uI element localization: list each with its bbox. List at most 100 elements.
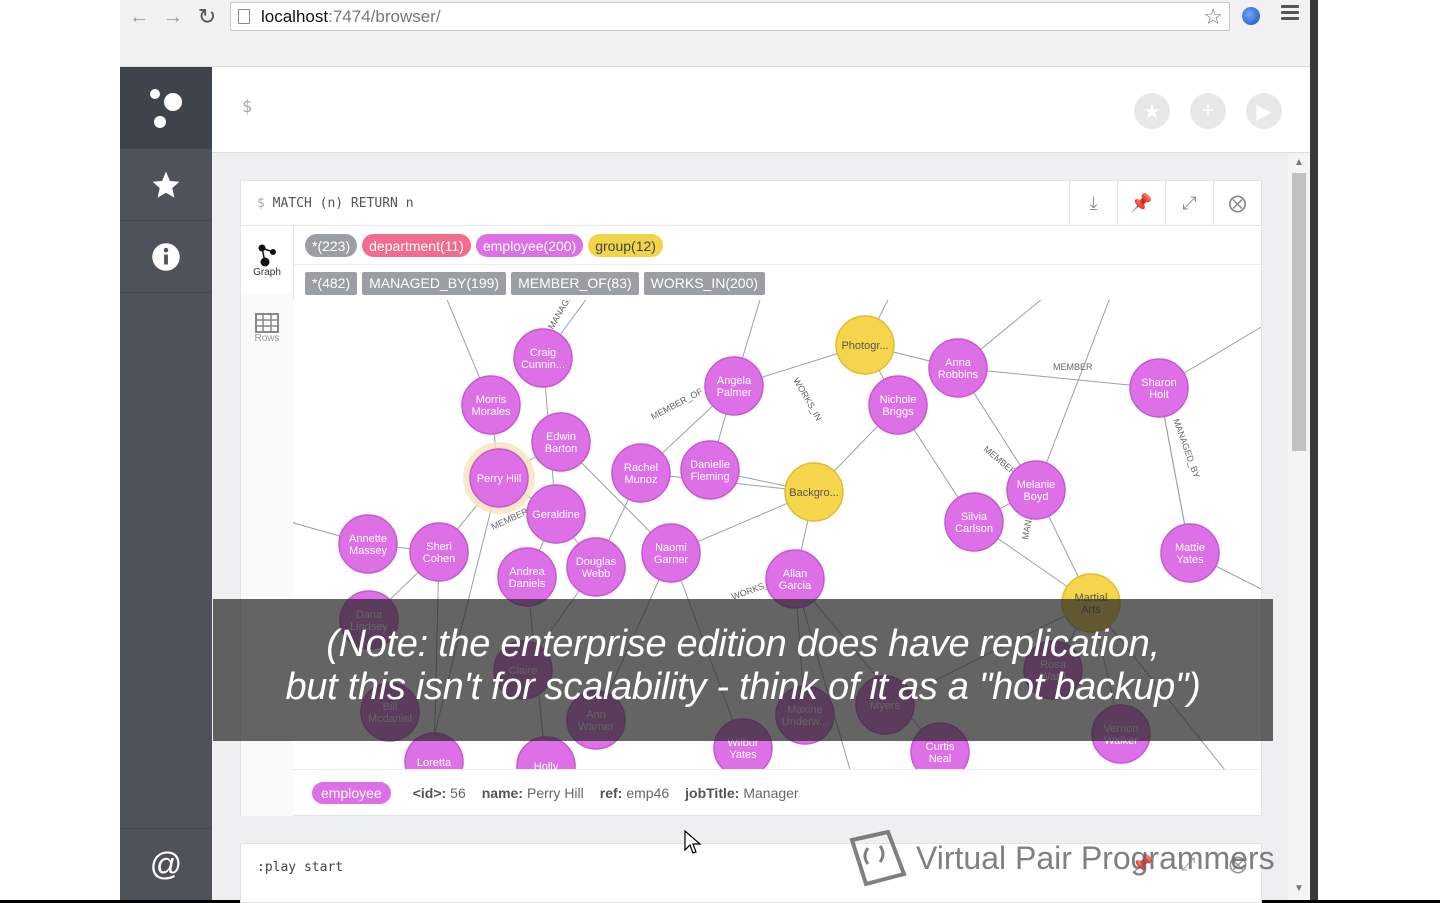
node-circle[interactable] [680, 440, 740, 500]
frame2-expand-icon[interactable]: ⤢ [1181, 854, 1196, 874]
url-text[interactable]: localhost:7474/browser/ [261, 7, 441, 27]
watermark-text: Virtual Pair Programmers [916, 839, 1275, 876]
node-circle[interactable] [641, 523, 701, 583]
selected-node-label[interactable]: employee [312, 781, 391, 804]
browser-menu-icon[interactable] [1281, 5, 1299, 23]
node-circle[interactable] [1006, 460, 1066, 520]
at-sign-icon[interactable]: @ [120, 828, 212, 900]
scroll-up-icon[interactable]: ▲ [1294, 157, 1304, 168]
label-group[interactable]: group(12) [588, 234, 663, 257]
node-circle[interactable] [944, 492, 1004, 552]
favorites-star-icon[interactable] [120, 149, 212, 221]
clear-button-icon[interactable]: + [1190, 93, 1226, 129]
favorite-button-icon[interactable]: ★ [1134, 93, 1170, 129]
node-circle[interactable] [461, 375, 521, 435]
back-icon[interactable]: ← [129, 5, 149, 28]
query-editor[interactable]: $ ★ + ▶ [212, 67, 1310, 153]
node-circle[interactable] [704, 356, 764, 416]
node-label: Angela [717, 375, 752, 387]
frame2-command[interactable]: :play start [257, 860, 344, 875]
graph-node-group[interactable]: Photogr... [835, 315, 895, 375]
graph-node-employee[interactable]: Holly [516, 736, 576, 769]
reltype-managed-by[interactable]: MANAGED_BY(199) [362, 271, 507, 295]
tab-rows[interactable]: Rows [241, 294, 293, 362]
node-label: Massey [349, 545, 387, 557]
node-circle[interactable] [566, 537, 626, 597]
prop-name-key: name: [481, 784, 523, 801]
page-icon [238, 9, 250, 24]
stream-scrollbar[interactable]: ▲ ▼ [1288, 153, 1310, 900]
neo4j-logo[interactable] [120, 67, 212, 149]
node-label: Mattie [1175, 542, 1205, 554]
prop-ref-key: ref: [599, 784, 623, 801]
node-circle[interactable] [835, 315, 895, 375]
label-all[interactable]: *(223) [305, 234, 358, 257]
info-icon[interactable] [120, 221, 212, 293]
watermark: Virtual Pair Programmers [848, 830, 1275, 886]
reltype-member-of[interactable]: MEMBER_OF(83) [511, 271, 639, 295]
node-label: Geraldine [532, 509, 580, 521]
run-button-icon[interactable]: ▶ [1246, 93, 1282, 129]
bookmark-star-icon[interactable]: ☆ [1203, 4, 1223, 29]
node-circle[interactable] [469, 448, 529, 508]
node-label: Briggs [882, 406, 914, 418]
graph-node-employee[interactable]: Perry Hill [463, 442, 535, 514]
label-employee[interactable]: employee(200) [475, 234, 584, 257]
label-department[interactable]: department(11) [362, 234, 471, 257]
node-label: Curtis [926, 741, 955, 753]
pin-icon[interactable]: 📌 [1117, 181, 1165, 226]
reltype-all[interactable]: *(482) [305, 271, 358, 295]
node-circle[interactable] [928, 338, 988, 398]
address-bar[interactable]: localhost:7474/browser/ ☆ [230, 2, 1230, 31]
node-circle[interactable] [513, 328, 573, 388]
graph-node-employee[interactable]: Geraldine [526, 484, 586, 544]
frame2-close-icon[interactable]: ⨂ [1229, 854, 1247, 874]
extension-globe-icon[interactable] [1242, 7, 1260, 25]
frame2-pin-icon[interactable]: 📌 [1131, 854, 1154, 874]
scroll-thumb[interactable] [1292, 173, 1306, 451]
node-circle[interactable] [1129, 358, 1189, 418]
node-circle[interactable] [868, 375, 928, 435]
reload-icon[interactable]: ↻ [197, 4, 217, 29]
reltype-works-in[interactable]: WORKS_IN(200) [643, 271, 766, 295]
forward-icon[interactable]: → [163, 5, 183, 28]
node-circle[interactable] [784, 462, 844, 522]
expand-icon[interactable]: ⤢ [1165, 181, 1213, 226]
relationship-edge[interactable] [1035, 300, 1113, 491]
close-frame-icon[interactable]: ⨂ [1213, 181, 1261, 226]
node-label: Perry Hill [477, 473, 522, 485]
graph-node-employee[interactable]: CraigCunnin... [513, 328, 573, 388]
node-circle[interactable] [531, 412, 591, 472]
node-label: Rachel [624, 462, 658, 474]
node-circle[interactable] [611, 443, 671, 503]
node-circle[interactable] [409, 522, 469, 582]
relationship-edge[interactable] [957, 367, 1160, 389]
graph-node-employee[interactable]: Loretta [404, 732, 464, 769]
scroll-down-icon[interactable]: ▼ [1294, 883, 1304, 894]
download-icon[interactable]: ⤓ [1069, 181, 1117, 226]
node-circle[interactable] [1160, 523, 1220, 583]
node-circle[interactable] [526, 484, 586, 544]
tab-graph[interactable]: Graph [241, 226, 293, 294]
graph-node-group[interactable]: Backgro... [784, 462, 844, 522]
node-label: Carlson [955, 523, 993, 535]
node-circle[interactable] [338, 514, 398, 574]
frame-command[interactable]: $ MATCH (n) RETURN n [257, 196, 414, 211]
